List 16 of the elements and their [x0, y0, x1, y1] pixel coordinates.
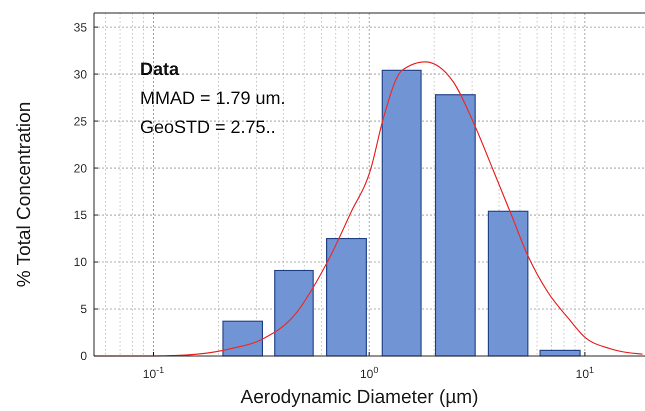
x-tick-label: 10$^{-1}$: [142, 365, 164, 381]
annotation: Data: [140, 59, 180, 79]
annotation: GeoSTD = 2.75..: [140, 117, 276, 137]
y-tick-label: 0: [80, 349, 88, 364]
y-axis-title: % Total Concentration: [14, 102, 35, 288]
x-tick-label: 10$^{1}$: [576, 365, 594, 381]
x-axis-title: Aerodynamic Diameter (µm): [240, 387, 478, 408]
y-tick-label: 10: [74, 255, 88, 270]
x-tick-label: 10$^{0}$: [360, 365, 378, 381]
y-tick-label: 35: [74, 20, 88, 34]
y-tick-label: 25: [74, 114, 88, 128]
annotation: MMAD = 1.79 um.: [140, 88, 286, 108]
y-tick-label: 30: [74, 67, 88, 82]
y-tick-label: 5: [80, 302, 88, 316]
y-tick-label: 15: [74, 208, 88, 222]
y-tick-label: 20: [74, 161, 88, 176]
